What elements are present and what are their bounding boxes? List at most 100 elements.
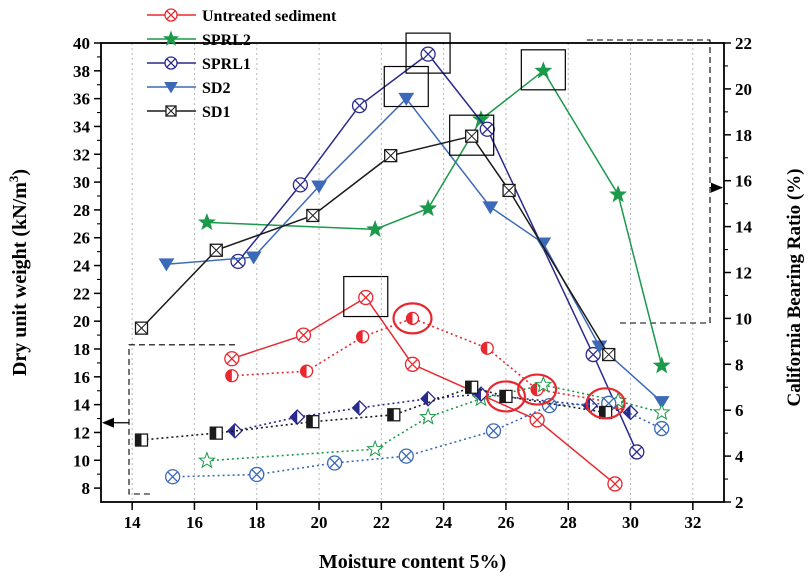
series-line-sd2	[166, 97, 663, 403]
left-axis-bracket	[128, 344, 235, 495]
point-sprl2-4	[534, 61, 553, 79]
point-sd2-0	[158, 258, 175, 272]
right-axis-arrow-icon	[711, 182, 723, 193]
point-sd2-2	[311, 180, 327, 194]
y-axis-left-label-base: Dry unit weight (kN/m	[9, 182, 31, 376]
y-left-tick-label-20: 20	[73, 312, 90, 331]
annotation-box-4	[520, 49, 566, 91]
legend-item-sprl2: SPRL2	[147, 30, 251, 49]
y-left-tick-label-12: 12	[73, 423, 90, 442]
point-sprl2-0	[197, 212, 216, 231]
left-axis-arrow-icon	[102, 417, 114, 428]
point-untreated-sediment-cbr-0-fill	[225, 369, 232, 382]
series-untreated-sediment	[224, 289, 623, 492]
y-right-tick-label-18: 18	[735, 126, 752, 145]
point-sd1-5-cross	[502, 184, 516, 197]
point-sprl1-cbr-open-4-cross	[488, 425, 499, 437]
y-left-tick-label-10: 10	[73, 451, 90, 470]
point-sprl1-cbr-3-fill	[421, 391, 429, 406]
y-left-tick-label-40: 40	[73, 34, 90, 53]
legend-item-untreated-sediment: Untreated sediment	[147, 8, 337, 25]
point-sd1-cbr-3-fill	[387, 408, 394, 421]
point-untreated-sediment-3-cross	[407, 358, 418, 370]
point-sd2-4	[482, 201, 499, 215]
legend-marker-sd2	[164, 82, 178, 94]
y-axis-right-label: California Bearing Ratio (%)	[784, 168, 805, 406]
y-right-tick-label-22: 22	[735, 34, 752, 53]
point-sprl2-cbr-0	[197, 451, 216, 469]
series-sd2	[158, 92, 670, 410]
point-untreated-sediment-4-cross	[531, 414, 543, 426]
y-right-tick-label-10: 10	[735, 309, 752, 328]
point-sprl1-cbr-open-0-cross	[167, 471, 179, 483]
point-sprl1-4-cross	[481, 123, 493, 135]
y-right-tick-label-8: 8	[735, 355, 744, 374]
x-tick-label-20: 20	[311, 513, 328, 532]
annotation-circle-1	[485, 380, 527, 413]
series-line-sprl1	[237, 53, 638, 453]
point-sprl1-cbr-open-3-cross	[400, 450, 412, 462]
legend-marker-sprl2	[162, 30, 180, 46]
y-right-tick-label-2: 2	[735, 493, 744, 512]
point-sprl2-3	[472, 110, 490, 128]
x-tick-label-30: 30	[622, 513, 639, 532]
point-sprl2-cbr-2	[419, 407, 438, 425]
y-right-tick-label-16: 16	[735, 172, 752, 191]
point-untreated-sediment-cbr-3-fill	[406, 312, 413, 325]
legend-label-sprl1: SPRL1	[202, 56, 251, 73]
x-axis-label: Moisture content 5%)	[319, 551, 506, 573]
point-untreated-sediment-cbr-2-fill	[356, 330, 363, 343]
series-sprl1	[230, 46, 645, 460]
y-left-tick-label-34: 34	[73, 117, 91, 136]
x-tick-label-28: 28	[560, 513, 577, 532]
point-sd1-3-cross	[384, 149, 398, 163]
annotation-circle-0	[392, 302, 433, 335]
y-axis-left-label-sup: 3	[6, 175, 21, 182]
point-untreated-sediment-cbr-4-fill	[481, 342, 488, 355]
legend: Untreated sediment SPRL2 SPRL1 SD2 SD1	[147, 8, 337, 121]
point-sprl2-1	[366, 219, 385, 238]
y-left-tick-label-22: 22	[73, 284, 90, 303]
point-sd1-6-cross	[602, 348, 616, 361]
series-layer	[134, 46, 671, 492]
y-left-tick-label-14: 14	[73, 396, 91, 415]
point-untreated-sediment-cbr-1-fill	[300, 365, 307, 378]
legend-label-sprl2: SPRL2	[202, 32, 251, 49]
point-untreated-sediment-5-cross	[609, 478, 621, 490]
y-left-tick-label-16: 16	[73, 368, 90, 387]
legend-item-sprl1: SPRL1	[147, 56, 251, 73]
point-sd2-1	[245, 251, 262, 265]
legend-label-sd2: SD2	[202, 80, 230, 97]
point-sprl1-3-cross	[422, 48, 434, 60]
y-axis-left-label: Dry unit weight (kN/m3)	[6, 169, 31, 376]
series-line-sprl2	[206, 69, 663, 366]
y-right-tick-label-14: 14	[735, 218, 753, 237]
y-left-tick-label-8: 8	[82, 479, 91, 498]
dashed-guide-brackets	[102, 39, 723, 495]
point-sd1-0-cross	[135, 321, 148, 335]
series-sprl2	[197, 61, 671, 374]
point-sd1-cbr-5-fill	[499, 390, 506, 403]
point-sprl1-1-cross	[295, 179, 306, 191]
y-left-tick-label-30: 30	[73, 173, 90, 192]
point-untreated-sediment-1-cross	[298, 329, 309, 341]
point-sprl1-cbr-open-7-cross	[656, 423, 668, 434]
axes-layer: 14 16 18 20 22 24 26 28 30 3281012141618202224262…	[73, 34, 753, 532]
point-sprl1-2-cross	[354, 100, 365, 111]
point-sprl2-2	[419, 199, 438, 217]
point-sd1-cbr-1-fill	[210, 427, 217, 440]
x-tick-label-16: 16	[186, 513, 203, 532]
point-sd1-2-cross	[306, 209, 320, 222]
annotation-box-2	[405, 32, 451, 74]
point-sprl2-cbr-6	[652, 403, 671, 421]
point-sd1-1-cross	[209, 243, 223, 257]
point-sprl1-5-cross	[587, 349, 599, 360]
annotation-layer	[343, 32, 626, 420]
annotation-circle-3	[585, 387, 626, 420]
annotation-circle-2	[516, 373, 558, 406]
point-sd2-3	[398, 92, 415, 106]
y-left-tick-label-32: 32	[73, 145, 90, 164]
x-tick-label-24: 24	[435, 513, 453, 532]
x-tick-label-18: 18	[248, 513, 265, 532]
